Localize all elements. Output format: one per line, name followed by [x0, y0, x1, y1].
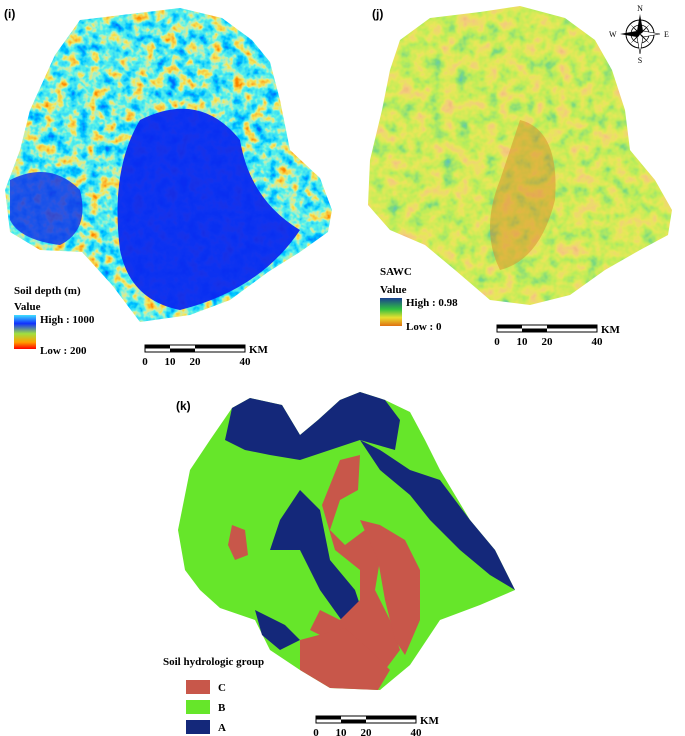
legend-swatch	[186, 700, 210, 714]
scale-tick: 40	[411, 727, 423, 736]
legend-ramp	[14, 315, 36, 349]
scale-unit: KM	[249, 344, 269, 356]
sawc-map	[368, 6, 672, 305]
legend-ramp	[380, 298, 402, 326]
scale-tick: 20	[361, 727, 373, 736]
legend-title: SAWC	[380, 266, 412, 278]
legend-title: Soil hydrologic group	[163, 656, 264, 668]
scale-seg	[547, 325, 597, 329]
soil-depth-map	[5, 8, 332, 322]
legend-class: C	[218, 682, 226, 694]
panel-label: (j)	[372, 7, 383, 21]
scale-tick: 0	[313, 727, 319, 736]
scale-tick: 40	[240, 356, 252, 368]
legend-high: High : 0.98	[406, 297, 458, 309]
legend-high: High : 1000	[40, 314, 95, 326]
scale-seg	[145, 345, 170, 349]
scale-tick: 10	[165, 356, 177, 368]
scale-seg	[195, 345, 245, 349]
scale-tick: 0	[494, 336, 500, 348]
compass-e: E	[664, 30, 669, 39]
compass-n: N	[637, 4, 643, 13]
hydrologic-group-map	[178, 392, 515, 690]
legend-swatch	[186, 680, 210, 694]
legend-title: Soil depth (m)	[14, 285, 81, 297]
compass-s: S	[638, 56, 642, 65]
compass-w: W	[609, 30, 617, 39]
legend-low: Low : 0	[406, 321, 442, 333]
legend-subtitle: Value	[14, 301, 41, 313]
legend-class: A	[218, 722, 226, 734]
scale-tick: 40	[592, 336, 604, 348]
scale-tick: 10	[517, 336, 529, 348]
legend-subtitle: Value	[380, 284, 407, 296]
scale-unit: KM	[601, 324, 621, 336]
panel-label: (i)	[4, 7, 15, 21]
legend-low: Low : 200	[40, 345, 87, 357]
legend-class: B	[218, 702, 226, 714]
scale-tick: 10	[336, 727, 348, 736]
scale-seg	[341, 719, 366, 723]
scale-tick: 0	[142, 356, 148, 368]
scale-unit: KM	[420, 715, 440, 727]
scale-seg	[366, 716, 416, 720]
scale-tick: 20	[542, 336, 554, 348]
panel-label: (k)	[176, 399, 191, 413]
scale-seg	[522, 328, 547, 332]
north-arrow: N E S W	[609, 4, 669, 65]
scale-seg	[497, 325, 522, 329]
scale-tick: 20	[190, 356, 202, 368]
scale-seg	[316, 716, 341, 720]
legend-swatch	[186, 720, 210, 734]
scale-seg	[170, 348, 195, 352]
legend: CBA	[186, 680, 226, 734]
